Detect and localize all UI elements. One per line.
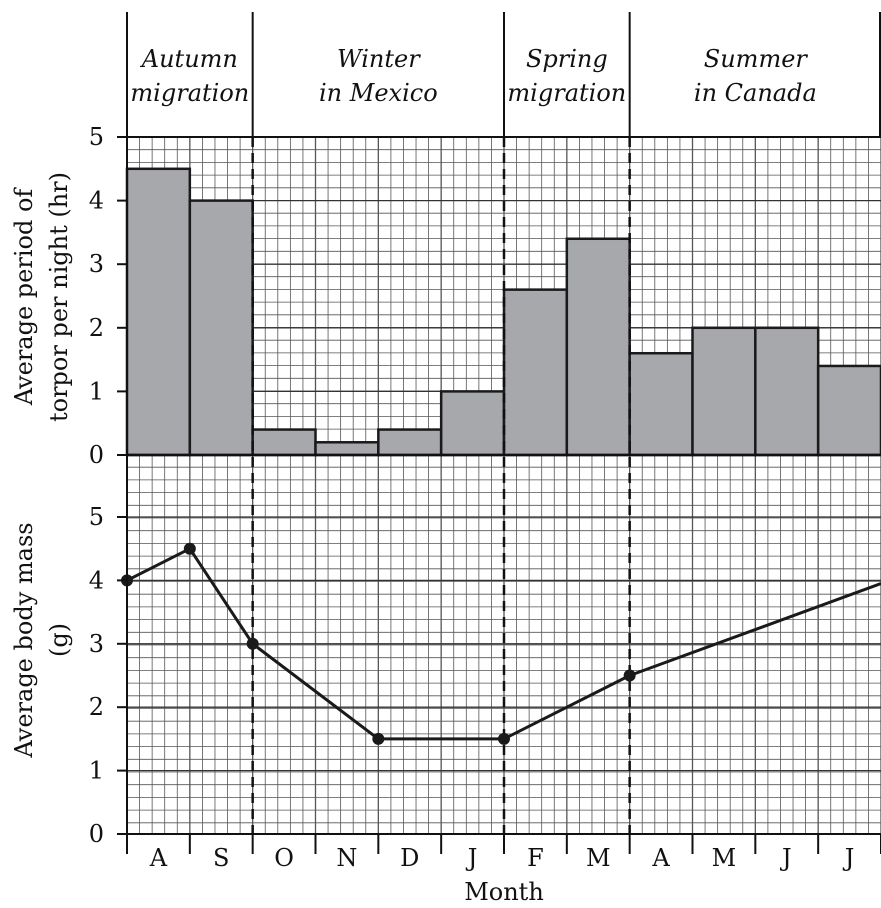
torpor-bar — [628, 351, 694, 457]
y-tick-label-mass: 4 — [89, 566, 104, 594]
y-tick-label-mass: 3 — [89, 630, 104, 658]
y-tick-label-torpor: 5 — [89, 123, 104, 151]
torpor-bar — [565, 237, 631, 457]
y-axis-title-line: Average period of — [10, 187, 38, 407]
season-label: Autumn — [140, 45, 238, 73]
y-tick-label-torpor: 1 — [89, 377, 104, 405]
y-tick-label-mass: 0 — [89, 820, 104, 848]
season-label: in Mexico — [319, 79, 438, 107]
x-tick-label: J — [465, 844, 478, 872]
x-tick-label: N — [336, 844, 357, 872]
torpor-bar-chart — [125, 167, 881, 457]
x-tick-label: O — [274, 844, 294, 872]
season-label: migration — [507, 79, 626, 107]
x-tick-label: J — [842, 844, 855, 872]
y-axis-title-line: (g) — [45, 623, 73, 657]
season-label: migration — [130, 79, 249, 107]
y-tick-label-torpor: 2 — [89, 314, 104, 342]
axis-labels: 0 1 2 3 4 5 0 1 2 3 4 5 A S O N D J F M A M J J Average period o… — [10, 123, 854, 906]
torpor-bar — [377, 428, 443, 457]
body-mass-point — [623, 669, 636, 682]
x-tick-label: F — [527, 844, 544, 872]
y-axis-title-line: Average body mass — [10, 522, 38, 758]
x-tick-label: M — [586, 844, 611, 872]
y-tick-label-torpor: 4 — [89, 187, 104, 215]
body-mass-point — [498, 732, 510, 745]
x-tick-label: S — [213, 844, 229, 872]
y-tick-label-mass: 2 — [89, 693, 104, 721]
torpor-bar — [188, 199, 254, 457]
body-mass-point — [372, 732, 385, 745]
x-tick-label: J — [779, 844, 792, 872]
torpor-bar — [691, 326, 757, 457]
x-tick-label: A — [651, 844, 670, 872]
torpor-bar — [502, 288, 569, 457]
torpor-bar — [251, 428, 317, 457]
torpor-bar — [754, 326, 820, 457]
season-label: in Canada — [694, 79, 817, 107]
y-tick-label-mass: 1 — [89, 757, 104, 785]
season-label: Spring — [526, 45, 608, 73]
x-tick-label: M — [712, 844, 737, 872]
torpor-bar — [125, 167, 192, 457]
torpor-bar — [314, 441, 380, 457]
y-axis-title-group: Average period of torpor per night (hr) — [10, 172, 73, 422]
season-label: Winter — [337, 45, 421, 73]
x-axis-title: Month — [464, 878, 544, 906]
x-tick-label: A — [149, 844, 168, 872]
season-dividers — [251, 137, 631, 834]
torpor-bar — [816, 364, 881, 457]
body-mass-point — [183, 542, 196, 555]
body-mass-point — [246, 637, 259, 650]
season-header: Autumn migration Winter in Mexico Spring migr… — [126, 12, 881, 138]
torpor-bar — [439, 390, 506, 457]
y-axis-title-line: torpor per night (hr) — [45, 172, 73, 422]
season-label: Summer — [704, 45, 809, 73]
y-axis-title-group: Average body mass (g) — [10, 522, 73, 758]
y-tick-label-torpor: 0 — [89, 441, 104, 469]
y-tick-label-mass: 5 — [89, 503, 104, 531]
x-tick-label: D — [400, 844, 419, 872]
y-tick-label-torpor: 3 — [89, 250, 104, 278]
axes — [117, 136, 881, 854]
